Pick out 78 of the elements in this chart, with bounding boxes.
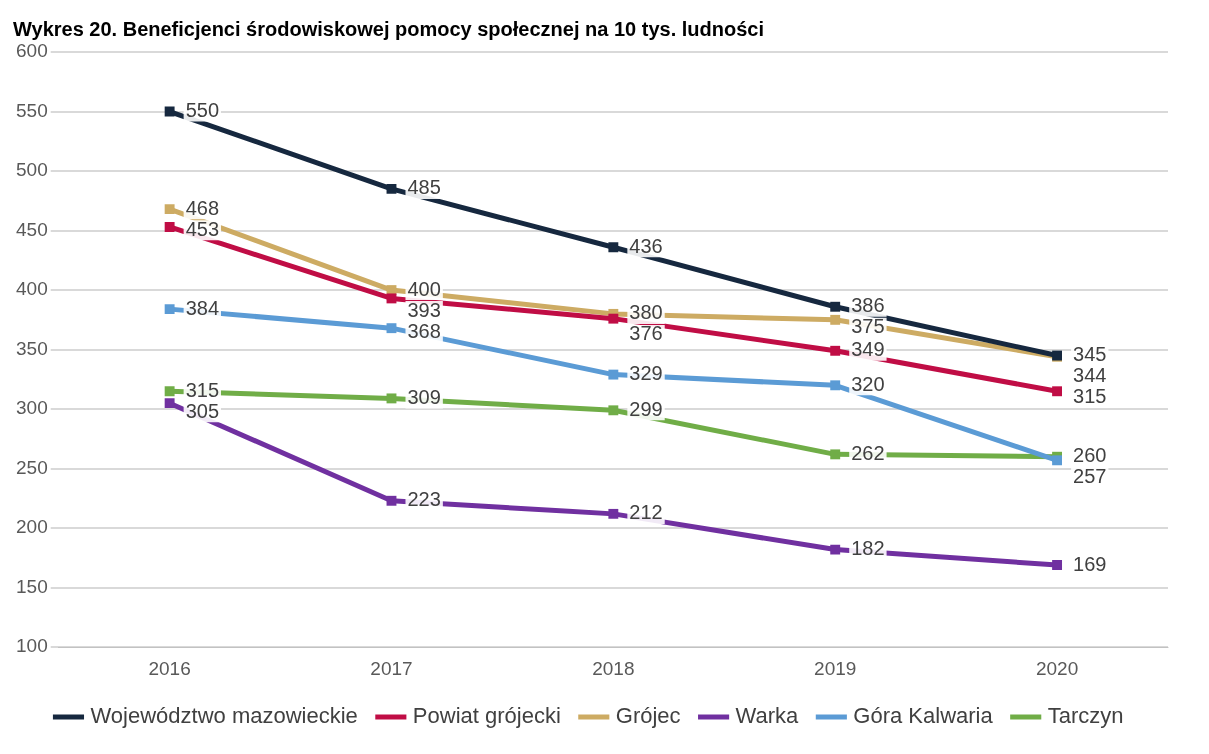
data-label: 299	[629, 397, 663, 420]
point	[164, 204, 175, 215]
chart-title: Wykres 20. Beneficjenci środowiskowej pomocy społecznej na 10 tys. ludności	[13, 17, 765, 40]
data-label: 223	[407, 488, 441, 511]
point	[608, 242, 619, 253]
point	[608, 508, 619, 519]
y-tick-label: 200	[16, 516, 48, 538]
point	[386, 495, 397, 506]
data-label: 375	[851, 315, 885, 338]
y-tick-label: 250	[16, 456, 48, 478]
data-label: 436	[629, 234, 663, 257]
data-label: 329	[629, 362, 663, 385]
point	[386, 293, 397, 304]
data-label: 368	[407, 319, 441, 342]
point	[608, 313, 619, 324]
point	[386, 323, 397, 334]
x-tick-label: 2020	[1035, 657, 1079, 679]
legend-label: Powiat grójecki	[412, 703, 561, 729]
data-label: 400	[407, 277, 441, 300]
data-label: 376	[629, 322, 663, 345]
point	[608, 405, 619, 416]
x-tick-label: 2016	[148, 657, 191, 679]
point	[830, 301, 841, 312]
legend-label: Województwo mazowieckie	[90, 703, 358, 729]
data-label: 169	[1073, 552, 1107, 575]
legend-label: Warka	[735, 703, 800, 729]
data-label: 212	[629, 501, 663, 524]
point	[164, 222, 175, 232]
point	[830, 380, 841, 391]
data-label: 305	[185, 399, 220, 422]
data-label: 453	[185, 217, 220, 240]
point	[164, 106, 175, 117]
point	[830, 314, 841, 325]
point	[164, 398, 175, 409]
data-label: 257	[1073, 465, 1107, 488]
y-tick-label: 500	[16, 159, 48, 181]
legend-label: Góra Kalwaria	[853, 703, 994, 729]
point	[386, 183, 397, 194]
data-label: 485	[407, 176, 441, 199]
data-label: 550	[185, 99, 220, 122]
y-tick-label: 400	[16, 278, 48, 300]
y-tick-label: 450	[16, 218, 48, 240]
data-label: 315	[1073, 385, 1107, 408]
y-tick-label: 350	[16, 337, 48, 359]
point	[1052, 386, 1063, 397]
data-label: 260	[1073, 444, 1107, 467]
point	[830, 544, 841, 555]
point	[830, 449, 841, 460]
data-label: 380	[629, 301, 663, 324]
data-label: 262	[851, 441, 885, 464]
data-label: 345	[1073, 343, 1107, 366]
data-label: 384	[185, 296, 220, 319]
point	[1052, 455, 1063, 466]
point	[164, 386, 175, 397]
point	[386, 393, 397, 404]
point	[164, 304, 175, 315]
data-label: 309	[407, 385, 441, 408]
legend-label: Grójec	[615, 703, 681, 729]
data-label: 315	[185, 378, 220, 401]
data-label: 349	[851, 338, 885, 361]
data-label: 468	[185, 196, 220, 219]
y-tick-label: 100	[16, 635, 48, 657]
data-label: 182	[851, 537, 885, 560]
y-tick-label: 300	[16, 397, 48, 419]
legend-label: Tarczyn	[1047, 703, 1124, 729]
x-tick-label: 2018	[592, 657, 635, 679]
data-label: 320	[851, 372, 885, 395]
point	[830, 345, 841, 356]
data-label: 386	[851, 294, 885, 317]
data-label: 344	[1073, 364, 1107, 387]
point	[1052, 560, 1063, 571]
x-tick-label: 2019	[814, 657, 857, 679]
y-tick-label: 600	[16, 40, 48, 62]
data-label: 393	[407, 298, 441, 321]
x-tick-label: 2017	[370, 657, 413, 679]
y-tick-label: 550	[16, 99, 48, 121]
y-tick-label: 150	[16, 575, 48, 597]
point	[608, 369, 619, 380]
